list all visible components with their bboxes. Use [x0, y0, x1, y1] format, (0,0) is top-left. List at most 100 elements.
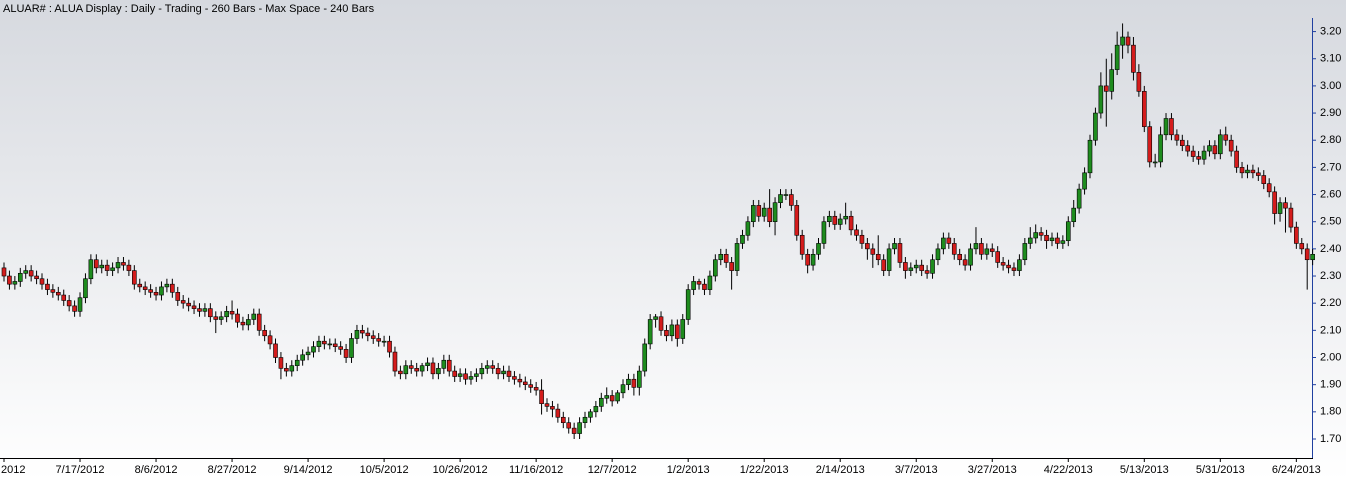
candle-body [550, 406, 555, 410]
candle-body [615, 392, 620, 402]
candle-body [789, 194, 794, 206]
candle-body [474, 373, 479, 377]
candle-body [1006, 264, 1011, 269]
candle-body [658, 316, 664, 331]
candle-body [1212, 145, 1218, 155]
candle-body [588, 411, 593, 418]
candle-body [1218, 134, 1223, 155]
candle-body [854, 229, 859, 236]
candle-body [99, 264, 105, 269]
candle-body [262, 330, 267, 337]
candle-body [1174, 134, 1180, 141]
candle-body [810, 253, 816, 266]
candle-body [1120, 36, 1125, 46]
candle-body [555, 408, 561, 418]
candle-body [191, 305, 197, 309]
candle-body [778, 194, 783, 203]
candle-body [1109, 69, 1115, 92]
candle-body [571, 427, 577, 434]
candle-body [843, 215, 848, 220]
x-tick-label: 10/5/2012 [360, 464, 409, 476]
candle-body [642, 343, 648, 372]
candle-body [457, 373, 463, 377]
candle-body [430, 362, 436, 375]
candle-body [170, 283, 175, 293]
candle-body [604, 395, 610, 399]
candle-body [908, 267, 914, 271]
candle-body [50, 289, 56, 293]
candle-body [1027, 237, 1033, 244]
x-tick-label: 2012 [1, 464, 25, 476]
candle-body [1044, 234, 1049, 242]
candle-body [425, 362, 430, 366]
candle-body [946, 237, 952, 244]
candle-body [713, 259, 718, 277]
candle-body [1163, 118, 1169, 136]
candle-body [338, 346, 343, 350]
candle-body [72, 305, 77, 312]
candle-body [751, 205, 756, 223]
candle-body [381, 340, 387, 343]
candle-body [1049, 237, 1055, 242]
x-tick-label: 5/31/2013 [1196, 464, 1245, 476]
candle-body [957, 253, 962, 261]
x-tick-label: 3/7/2013 [895, 464, 938, 476]
y-tick-label: 2.40 [1320, 243, 1341, 255]
candle-body [1158, 134, 1163, 163]
candle-body [995, 251, 1000, 263]
candle-body [1277, 202, 1283, 214]
x-tick-label: 9/14/2012 [284, 464, 333, 476]
candle-body [387, 340, 392, 353]
x-tick-label: 1/22/2013 [740, 464, 789, 476]
candle-body [267, 335, 273, 345]
candle-body [23, 270, 29, 274]
x-tick-label: 1/2/2013 [667, 464, 710, 476]
candle-body [522, 381, 528, 385]
candle-body [1082, 172, 1087, 190]
candle-body [577, 422, 582, 434]
candle-body [1033, 232, 1038, 239]
candle-body [208, 308, 213, 318]
candle-body [34, 275, 39, 280]
candle-body [506, 370, 512, 377]
candle-body [446, 359, 452, 372]
candle-body [484, 365, 490, 369]
candle-body [740, 234, 745, 244]
candle-body [979, 243, 984, 255]
candle-body [653, 316, 658, 320]
candle-body [45, 283, 50, 290]
candle-body [115, 262, 121, 269]
candle-body [680, 319, 686, 339]
candle-body [332, 343, 338, 347]
candle-body [1131, 44, 1136, 73]
candle-body [294, 359, 300, 366]
chart-title: ALUAR# : ALUA Display : Daily - Trading … [3, 3, 375, 15]
candle-body [376, 338, 381, 342]
candle-body [1272, 191, 1277, 214]
candle-body [1169, 118, 1174, 136]
candle-body [284, 368, 289, 372]
candle-body [39, 278, 45, 285]
candle-body [924, 270, 930, 274]
candle-body [1288, 207, 1294, 228]
candle-body [566, 422, 572, 429]
x-tick-label: 8/6/2012 [135, 464, 178, 476]
candle-body [251, 313, 257, 320]
candle-body [278, 357, 284, 369]
candle-body [365, 332, 371, 337]
y-tick-label: 1.90 [1320, 379, 1341, 391]
candle-body [1261, 175, 1267, 184]
candle-body [468, 376, 474, 380]
candle-body [213, 316, 219, 320]
candle-body [1103, 85, 1109, 92]
candle-body [229, 311, 235, 315]
candle-body [892, 243, 897, 250]
candle-body [175, 292, 181, 301]
y-tick-label: 2.00 [1320, 351, 1341, 363]
candle-body [729, 262, 734, 271]
candle-body [153, 292, 159, 296]
candle-body [110, 267, 115, 271]
candle-body [343, 349, 349, 358]
candle-body [1125, 36, 1131, 46]
